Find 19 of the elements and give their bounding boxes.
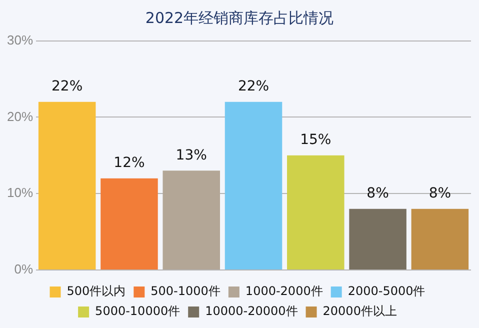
data-label: 8% <box>428 186 452 202</box>
data-label: 22% <box>52 78 83 95</box>
legend-label: 500件以内 <box>66 284 126 298</box>
legend-label: 500-1000件 <box>150 284 220 298</box>
y-tick-label: 0% <box>14 262 34 277</box>
data-label: 15% <box>300 132 332 148</box>
y-tick-label: 30% <box>6 32 34 48</box>
data-label: 8% <box>366 186 389 202</box>
y-tick-label: 20% <box>6 108 34 124</box>
data-label: 12% <box>114 154 145 171</box>
chart-title: 2022年经销商库存占比情况 <box>144 8 335 29</box>
legend-label: 1000-2000件 <box>245 284 323 298</box>
legend-label: 5000-10000件 <box>95 304 180 318</box>
legend-label: 20000件以上 <box>322 304 397 318</box>
data-label: 22% <box>238 78 270 95</box>
data-label: 13% <box>176 147 207 164</box>
legend-label: 2000-5000件 <box>348 284 426 298</box>
legend-label: 10000-20000件 <box>205 304 298 318</box>
y-tick-label: 10% <box>6 185 34 200</box>
